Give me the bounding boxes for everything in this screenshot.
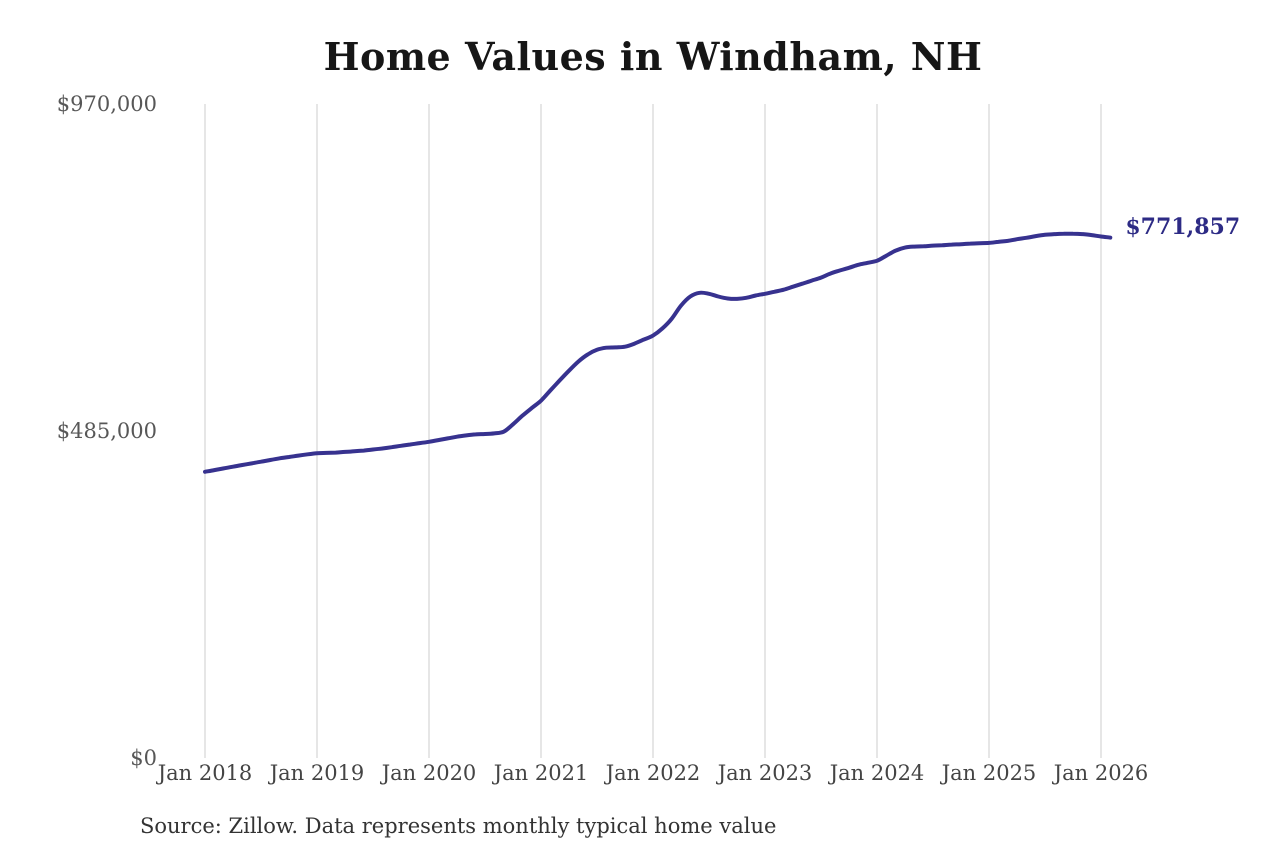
gridlines	[204, 104, 1102, 758]
source-note: Source: Zillow. Data represents monthly …	[140, 814, 777, 838]
x-axis-tick-label: Jan 2026	[1053, 761, 1149, 785]
x-axis-tick-label: Jan 2018	[157, 761, 253, 785]
x-axis-tick-label: Jan 2023	[717, 761, 813, 785]
x-axis-tick-label: Jan 2022	[605, 761, 701, 785]
y-axis-tick-label: $970,000	[56, 92, 157, 116]
x-axis-tick-label: Jan 2024	[829, 761, 925, 785]
home-value-line	[203, 231, 1113, 474]
x-axis-tick-label: Jan 2025	[941, 761, 1037, 785]
y-axis-tick-label: $0	[130, 746, 157, 770]
chart-title: Home Values in Windham, NH	[323, 34, 983, 79]
x-axis-tick-label: Jan 2019	[269, 761, 365, 785]
x-axis-tick-label: Jan 2020	[381, 761, 477, 785]
latest-value-label: $771,857	[1125, 213, 1241, 240]
x-axis-tick-label: Jan 2021	[493, 761, 589, 785]
y-axis-tick-label: $485,000	[56, 419, 157, 443]
